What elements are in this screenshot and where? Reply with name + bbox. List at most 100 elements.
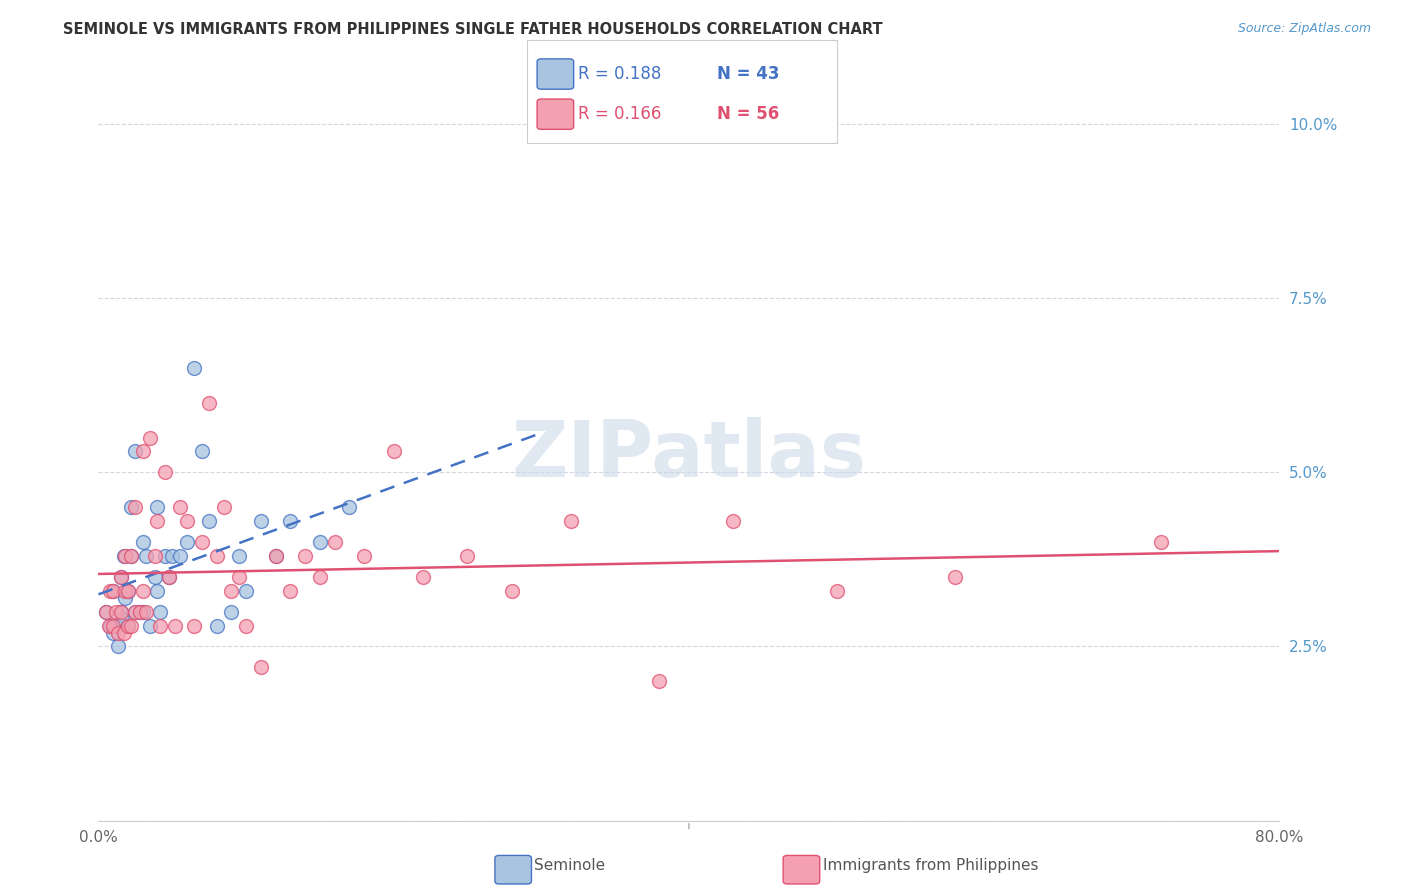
Point	[132, 535, 155, 549]
Point	[128, 605, 150, 619]
Point	[323, 535, 346, 549]
Point	[114, 549, 136, 563]
Point	[157, 570, 180, 584]
Point	[120, 549, 142, 563]
Point	[120, 618, 142, 632]
Point	[723, 514, 745, 528]
Point	[176, 514, 198, 528]
Point	[132, 605, 155, 619]
Point	[135, 605, 157, 619]
Point	[943, 570, 966, 584]
Point	[94, 605, 117, 619]
Point	[120, 549, 142, 563]
Point	[264, 549, 287, 563]
Point	[412, 570, 434, 584]
Point	[107, 625, 129, 640]
Point	[143, 549, 166, 563]
Point	[146, 583, 169, 598]
Point	[309, 535, 332, 549]
Text: Immigrants from Philippines: Immigrants from Philippines	[823, 858, 1038, 872]
Point	[825, 583, 848, 598]
Point	[135, 549, 157, 563]
Point	[98, 618, 121, 632]
Point	[120, 500, 142, 515]
Point	[94, 605, 117, 619]
Point	[228, 549, 250, 563]
Point	[235, 618, 257, 632]
Point	[191, 444, 214, 458]
Point	[294, 549, 316, 563]
Point	[250, 660, 273, 674]
Point	[280, 514, 302, 528]
Point	[146, 514, 169, 528]
Point	[103, 618, 125, 632]
Point	[157, 570, 180, 584]
Point	[165, 618, 187, 632]
Point	[648, 674, 671, 689]
Text: R = 0.166: R = 0.166	[578, 105, 661, 123]
Point	[112, 549, 135, 563]
Point	[309, 570, 332, 584]
Point	[339, 500, 361, 515]
Point	[162, 549, 183, 563]
Point	[139, 430, 162, 444]
Point	[198, 395, 221, 409]
Point	[114, 583, 136, 598]
Point	[228, 570, 250, 584]
Point	[149, 618, 172, 632]
Point	[114, 591, 136, 605]
Point	[117, 583, 139, 598]
Point	[117, 618, 139, 632]
Point	[169, 549, 191, 563]
Point	[103, 625, 125, 640]
Point	[205, 618, 228, 632]
Point	[117, 618, 139, 632]
Point	[110, 570, 132, 584]
Text: SEMINOLE VS IMMIGRANTS FROM PHILIPPINES SINGLE FATHER HOUSEHOLDS CORRELATION CHA: SEMINOLE VS IMMIGRANTS FROM PHILIPPINES …	[63, 22, 883, 37]
Point	[235, 583, 257, 598]
Point	[110, 605, 132, 619]
Point	[457, 549, 479, 563]
Point	[198, 514, 221, 528]
Point	[139, 618, 162, 632]
Point	[221, 605, 243, 619]
Point	[176, 535, 198, 549]
Point	[353, 549, 375, 563]
Point	[111, 612, 134, 626]
Point	[105, 618, 128, 632]
Point	[149, 605, 172, 619]
Point	[153, 466, 176, 480]
Point	[132, 583, 155, 598]
Point	[132, 444, 155, 458]
Point	[124, 444, 146, 458]
Point	[112, 625, 135, 640]
Point	[501, 583, 523, 598]
Point	[117, 583, 139, 598]
Text: R = 0.188: R = 0.188	[578, 65, 661, 83]
Point	[153, 549, 176, 563]
Point	[103, 583, 125, 598]
Point	[146, 500, 169, 515]
Point	[183, 618, 205, 632]
Point	[128, 605, 150, 619]
Text: Source: ZipAtlas.com: Source: ZipAtlas.com	[1237, 22, 1371, 36]
Point	[191, 535, 214, 549]
Point	[280, 583, 302, 598]
Point	[110, 605, 132, 619]
Text: ZIPatlas: ZIPatlas	[512, 417, 866, 493]
Point	[169, 500, 191, 515]
Point	[105, 605, 128, 619]
Point	[124, 500, 146, 515]
Point	[110, 570, 132, 584]
Point	[97, 618, 120, 632]
Point	[1150, 535, 1173, 549]
Text: N = 43: N = 43	[717, 65, 779, 83]
Point	[382, 444, 405, 458]
Point	[124, 605, 146, 619]
Point	[264, 549, 287, 563]
Text: N = 56: N = 56	[717, 105, 779, 123]
Point	[103, 583, 125, 598]
Point	[560, 514, 582, 528]
Point	[250, 514, 273, 528]
Point	[183, 360, 205, 375]
